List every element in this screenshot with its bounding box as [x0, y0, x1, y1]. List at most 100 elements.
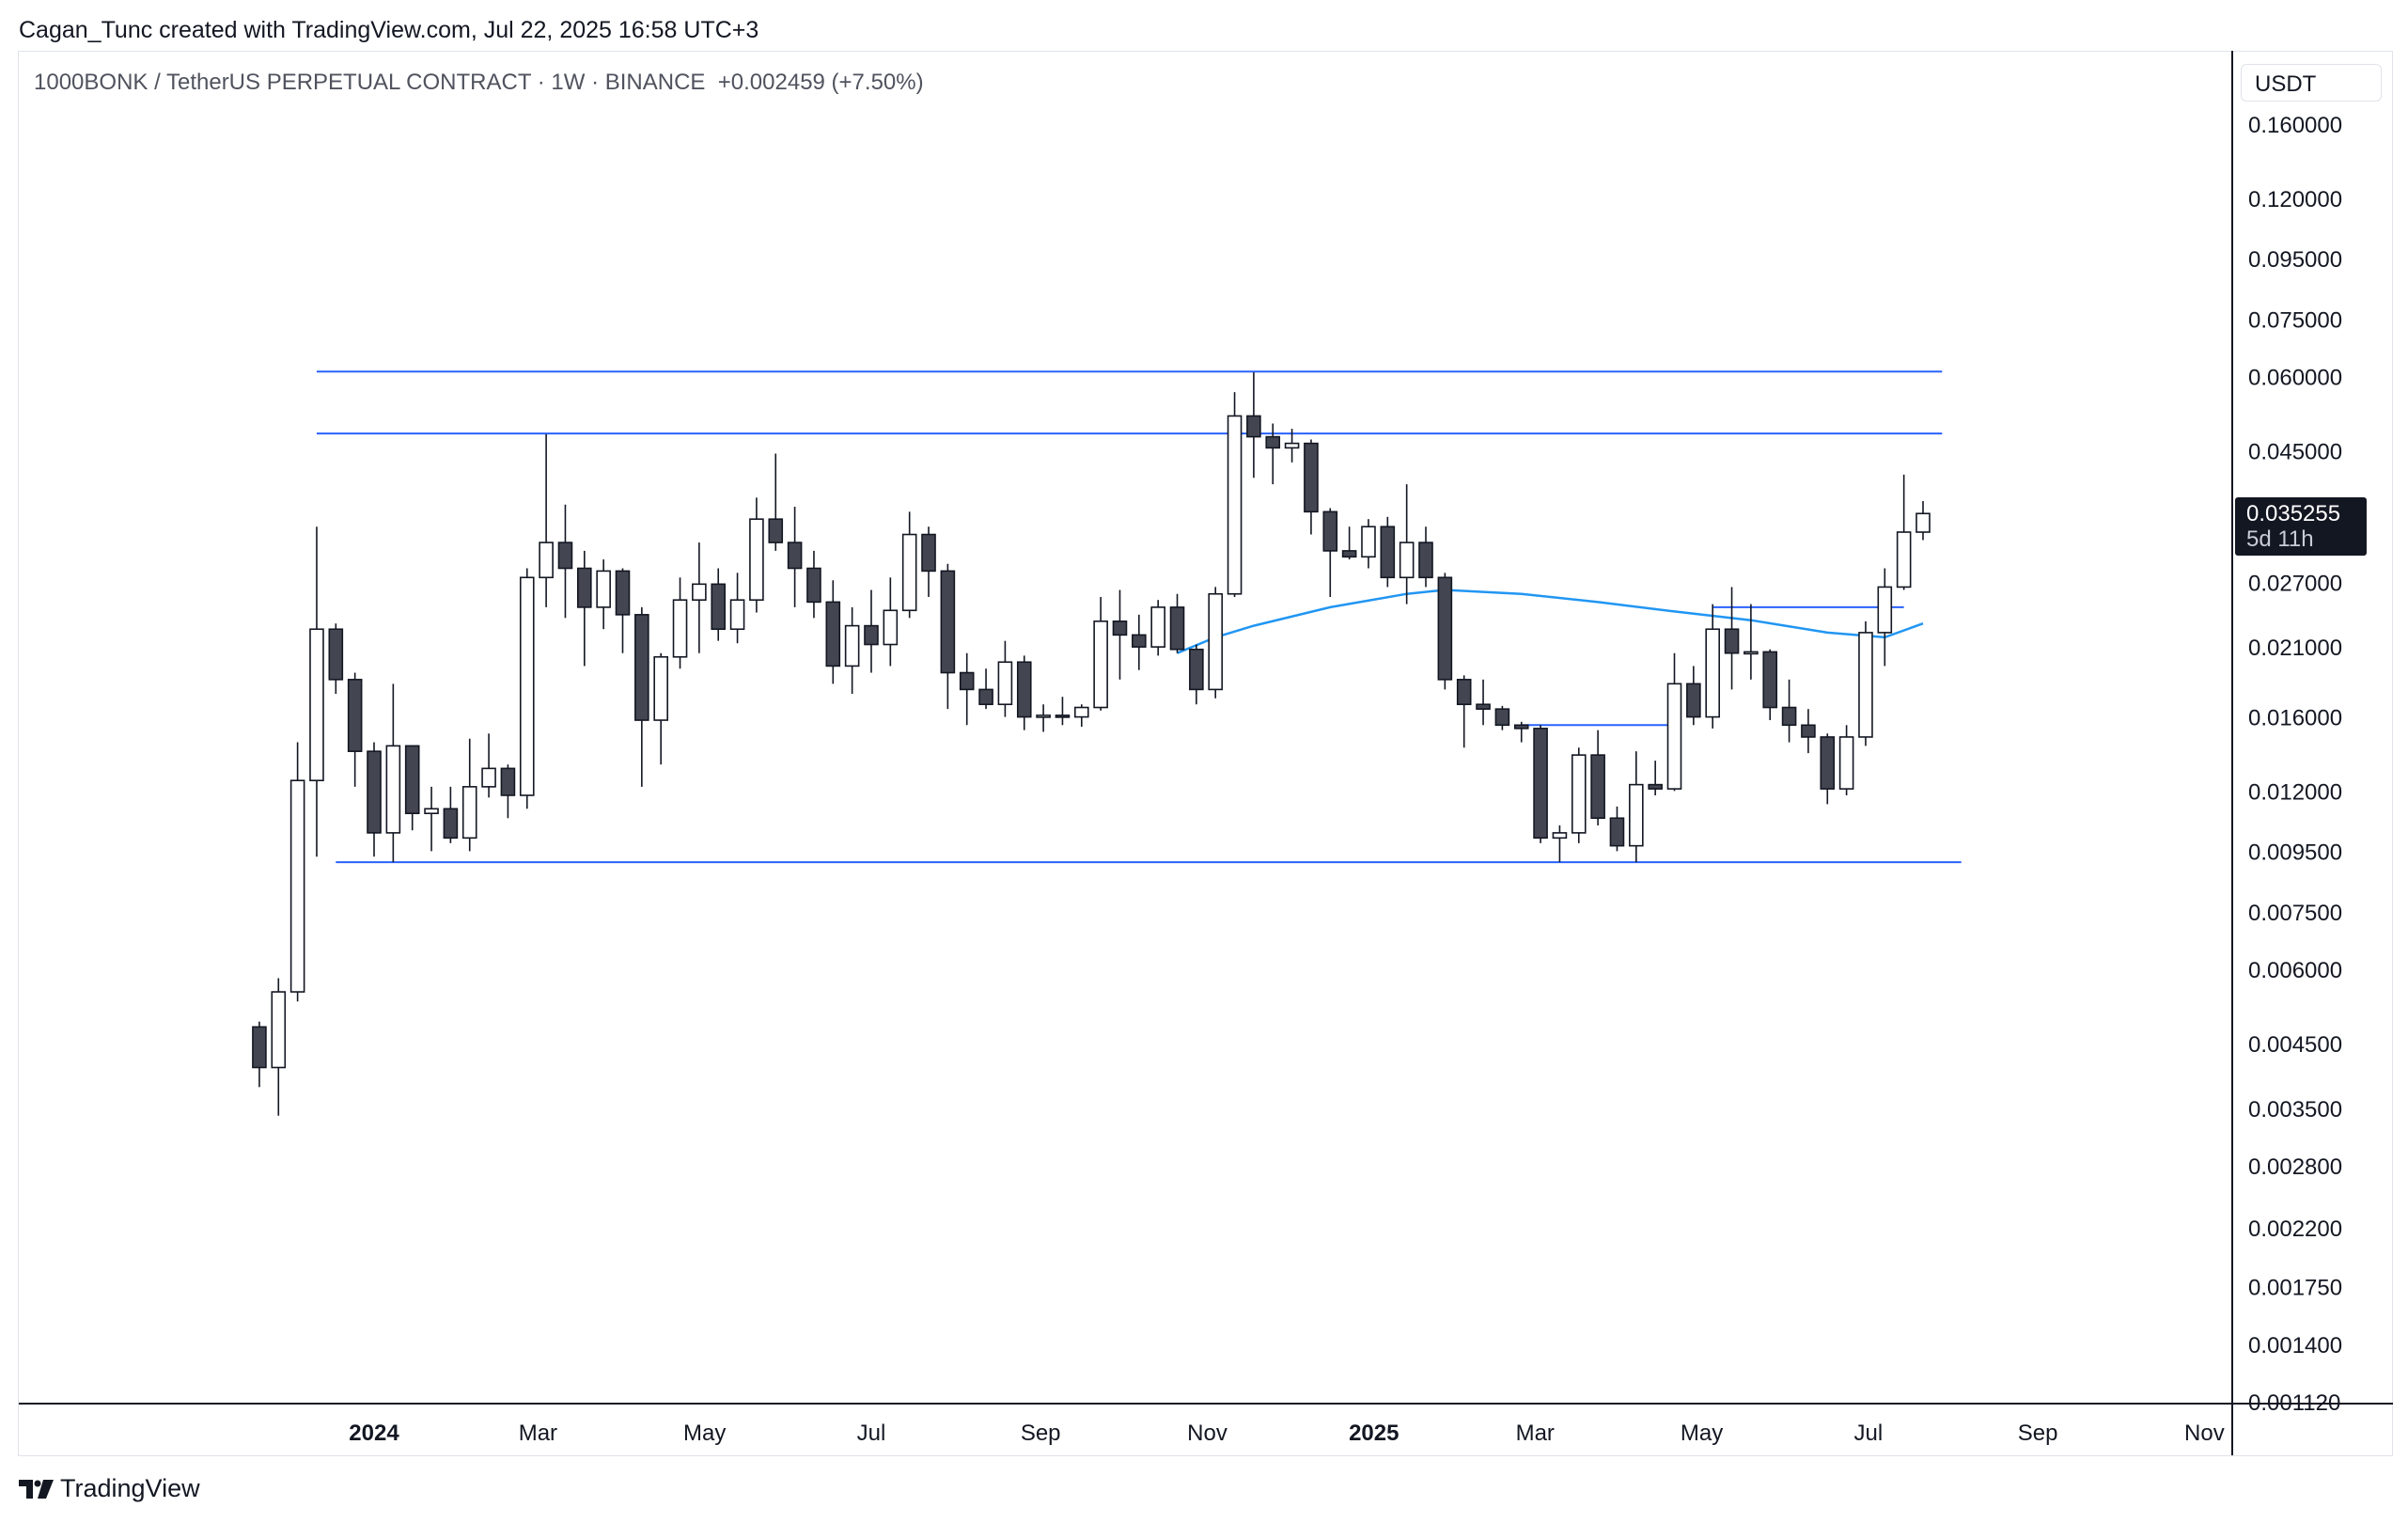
candle — [1838, 725, 1854, 795]
candle — [309, 526, 324, 857]
candle — [1705, 604, 1720, 729]
bear-candle-body — [1189, 648, 1204, 691]
candle — [1896, 474, 1912, 590]
candle — [653, 652, 668, 765]
bear-candle-body — [768, 518, 784, 543]
candle — [1437, 573, 1453, 690]
bear-candle-body — [806, 567, 821, 604]
bull-candle-body — [749, 518, 764, 601]
candle — [404, 745, 420, 831]
candle — [443, 786, 459, 843]
candle — [1418, 526, 1433, 588]
bull-candle-body — [844, 624, 860, 667]
bull-candle-body — [901, 533, 917, 612]
price-tick-label: 0.002200 — [2248, 1217, 2342, 1242]
bull-candle-body — [883, 609, 899, 646]
candle — [1208, 587, 1224, 699]
bear-candle-body — [1380, 526, 1396, 579]
symbol-legend[interactable]: 1000BONK / TetherUS PERPETUAL CONTRACT ·… — [34, 70, 924, 96]
bear-candle-body — [940, 570, 956, 674]
bull-candle-body — [653, 655, 668, 721]
time-tick-label: 2025 — [1349, 1421, 1399, 1446]
bear-candle-body — [864, 624, 879, 646]
candle — [1571, 747, 1587, 843]
time-tick-label: Nov — [2184, 1421, 2225, 1446]
candle — [1341, 526, 1357, 560]
candle — [1322, 508, 1338, 597]
candle — [711, 568, 727, 641]
bear-candle-body — [1513, 724, 1529, 730]
candle — [271, 978, 287, 1116]
candle — [1915, 501, 1931, 541]
time-tick-label: 2024 — [349, 1421, 399, 1446]
bull-candle-body — [271, 991, 287, 1069]
candle — [729, 573, 745, 644]
bear-candle-body — [1132, 634, 1147, 648]
bear-candle-body — [1418, 542, 1433, 579]
chart-frame[interactable] — [18, 51, 2393, 1456]
price-tick-label: 0.001120 — [2248, 1390, 2340, 1416]
bear-candle-body — [1169, 606, 1185, 651]
last-price-label: 0.035255 5d 11h — [2235, 497, 2367, 556]
candle — [864, 589, 879, 673]
candle — [1609, 806, 1625, 852]
time-tick-label: Mar — [1516, 1421, 1555, 1446]
candle — [1686, 666, 1701, 726]
candle — [252, 1021, 267, 1088]
candle — [1590, 730, 1605, 825]
bull-candle-body — [481, 767, 496, 788]
bull-candle-body — [1284, 442, 1300, 449]
candle — [1169, 593, 1185, 653]
candle — [1724, 587, 1740, 690]
candle — [596, 559, 611, 630]
candle — [1361, 519, 1376, 569]
bull-candle-body — [1399, 542, 1415, 579]
candle — [1494, 705, 1510, 730]
bull-candle-body — [1073, 706, 1089, 718]
candle — [1533, 725, 1548, 843]
candle — [825, 580, 841, 684]
tradingview-brand: TradingView — [60, 1474, 200, 1502]
bear-candle-body — [615, 570, 631, 616]
candle — [385, 683, 401, 863]
candle — [1016, 655, 1032, 730]
price-tick-label: 0.012000 — [2248, 779, 2342, 805]
bear-candle-body — [1724, 628, 1740, 654]
price-tick-label: 0.001750 — [2248, 1276, 2342, 1301]
bear-candle-body — [1762, 651, 1778, 709]
last-price-value: 0.035255 — [2246, 501, 2341, 526]
price-tick-label: 0.009500 — [2248, 840, 2342, 865]
candle — [424, 786, 439, 852]
bear-candle-body — [825, 601, 841, 667]
candle — [1456, 675, 1472, 748]
bear-candle-body — [404, 745, 420, 815]
price-tick-label: 0.120000 — [2248, 187, 2342, 212]
bull-candle-body — [519, 576, 535, 796]
bear-candle-body — [1686, 683, 1701, 718]
candle — [1227, 392, 1243, 597]
bear-candle-body — [1437, 576, 1453, 681]
currency-button[interactable]: USDT — [2241, 64, 2382, 102]
bear-candle-body — [959, 671, 975, 691]
bear-candle-body — [252, 1026, 267, 1069]
bull-candle-body — [1361, 526, 1376, 558]
bear-candle-body — [787, 542, 803, 570]
candle — [1093, 596, 1108, 711]
tradingview-logo[interactable]: TradingView — [19, 1474, 200, 1503]
bull-candle-body — [1150, 606, 1165, 648]
candle — [1877, 568, 1893, 667]
bear-candle-body — [711, 583, 727, 631]
time-tick-label: May — [1681, 1421, 1723, 1446]
bull-candle-body — [1227, 415, 1243, 595]
candle — [692, 542, 707, 653]
bear-candle-body — [1456, 679, 1472, 706]
candle — [1781, 679, 1797, 743]
moving-average-line — [1177, 589, 1924, 654]
candle — [1666, 652, 1682, 792]
bull-candle-body — [1552, 832, 1568, 840]
price-tick-label: 0.045000 — [2248, 439, 2342, 464]
price-tick-label: 0.001400 — [2248, 1333, 2342, 1358]
bull-candle-body — [1838, 736, 1854, 790]
time-tick-label: Sep — [2018, 1421, 2058, 1446]
